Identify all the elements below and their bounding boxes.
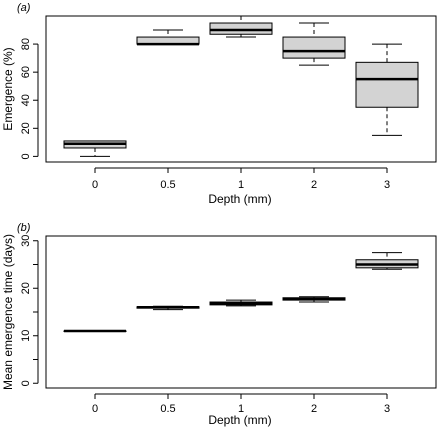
y-tick-label: 40: [20, 94, 32, 106]
x-tick-label: 3: [384, 403, 390, 415]
box-1: [209, 299, 273, 307]
y-tick-label: 10: [20, 330, 32, 342]
y-tick-label: 30: [20, 235, 32, 247]
panel-a-x-axis-title: Depth (mm): [208, 192, 271, 206]
box-3: [355, 252, 419, 270]
y-tick-label: 0: [20, 153, 32, 159]
x-tick-label: 0: [92, 403, 98, 415]
panel-b-label: (b): [17, 222, 31, 234]
y-tick-label: 0: [20, 380, 32, 386]
panel-a-label: (a): [17, 2, 31, 14]
x-tick-label: 3: [384, 179, 390, 191]
box-0: [63, 329, 127, 333]
box-0.5: [136, 305, 200, 311]
panel-b: (b) 0 10 20 30 0 0.5 1 2 3 Depth (mm) Mean emer…: [1, 222, 437, 427]
panel-a-y-axis: 0 20 40 60 80: [20, 38, 39, 159]
panel-b-boxes: [63, 252, 419, 333]
box-0.5: [136, 29, 200, 46]
box-2: [282, 296, 346, 303]
panel-b-y-axis: 0 10 20 30: [20, 235, 39, 386]
box-1: [209, 15, 273, 38]
box-iqr: [282, 36, 346, 59]
box-0: [63, 140, 127, 157]
y-tick-label: 20: [20, 122, 32, 134]
x-tick-label: 0.5: [160, 403, 175, 415]
x-tick-label: 1: [238, 179, 244, 191]
box-2: [282, 22, 346, 66]
panel-b-x-axis: 0 0.5 1 2 3: [92, 393, 390, 415]
y-tick-label: 60: [20, 66, 32, 78]
panel-a-boxes: [63, 15, 419, 157]
box-iqr: [355, 61, 419, 108]
panel-b-y-axis-title: Mean emergence time (days): [1, 234, 15, 390]
box-iqr: [209, 22, 273, 35]
panel-a-x-axis: 0 0.5 1 2 3: [92, 167, 390, 191]
y-tick-label: 80: [20, 38, 32, 50]
x-tick-label: 1: [238, 403, 244, 415]
x-tick-label: 0: [92, 179, 98, 191]
x-tick-label: 2: [311, 403, 317, 415]
panel-b-plot-frame: [45, 235, 437, 389]
panel-a-y-axis-title: Emergence (%): [1, 47, 15, 130]
panel-a: (a) 0 20 40 60 80 0 0.5 1 2 3 Depth (mm) Emergen…: [1, 2, 437, 206]
box-3: [355, 43, 419, 136]
y-tick-label: 20: [20, 282, 32, 294]
panel-b-x-axis-title: Depth (mm): [208, 413, 271, 427]
x-tick-label: 2: [311, 179, 317, 191]
x-tick-label: 0.5: [160, 179, 175, 191]
